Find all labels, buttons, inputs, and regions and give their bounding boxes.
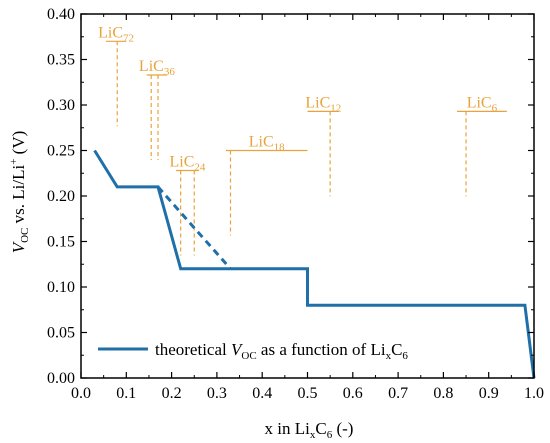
x-tick-label: 0.3 — [207, 385, 227, 402]
x-tick-label: 0.4 — [252, 385, 272, 402]
x-tick-label: 0.2 — [162, 385, 182, 402]
legend: theoretical VOC as a function of LixC6 — [98, 340, 408, 362]
series-line-dashed — [156, 185, 232, 270]
x-tick-label: 0.7 — [388, 385, 408, 402]
x-tick-label: 0.0 — [71, 385, 91, 402]
phase-lic12-label: LiC12 — [305, 94, 341, 114]
legend-text: theoretical VOC as a function of LixC6 — [155, 340, 408, 362]
x-tick-label: 0.8 — [433, 385, 453, 402]
y-tick-label: 0.35 — [47, 52, 75, 69]
y-tick-label: 0.25 — [47, 143, 75, 160]
y-tick-label: 0.30 — [47, 97, 75, 114]
series-line — [93, 149, 536, 379]
y-tick-label: 0.05 — [47, 325, 75, 342]
x-tick-label: 0.5 — [298, 385, 318, 402]
phase-lic24-label: LiC24 — [170, 154, 206, 174]
y-axis-title: VOC vs. Li/Li+ (V) — [8, 131, 31, 254]
y-tick-label: 0.00 — [47, 370, 75, 387]
x-tick-label: 0.6 — [343, 385, 363, 402]
x-tick-label: 0.1 — [116, 385, 136, 402]
y-tick-label: 0.10 — [47, 279, 75, 296]
y-tick-label: 0.20 — [47, 188, 75, 205]
y-tick-label: 0.15 — [47, 234, 75, 251]
phase-lic72-label: LiC72 — [98, 24, 134, 44]
phase-lic36-label: LiC36 — [139, 58, 175, 78]
series-layer — [93, 149, 536, 379]
x-axis-title: x in LixC6 (-) — [265, 419, 354, 441]
axis-ticks: 0.0 0.1 0.2 0.3 0.4 0.5 0.6 0.7 0.8 0.9 1.0 0.00 0.0… — [47, 6, 544, 402]
x-tick-label: 1.0 — [524, 385, 544, 402]
phase-lic18-label: LiC18 — [249, 134, 285, 154]
x-tick-label: 0.9 — [479, 385, 499, 402]
phase-lic6-label: LiC6 — [467, 94, 498, 114]
y-tick-label: 0.40 — [47, 6, 75, 23]
